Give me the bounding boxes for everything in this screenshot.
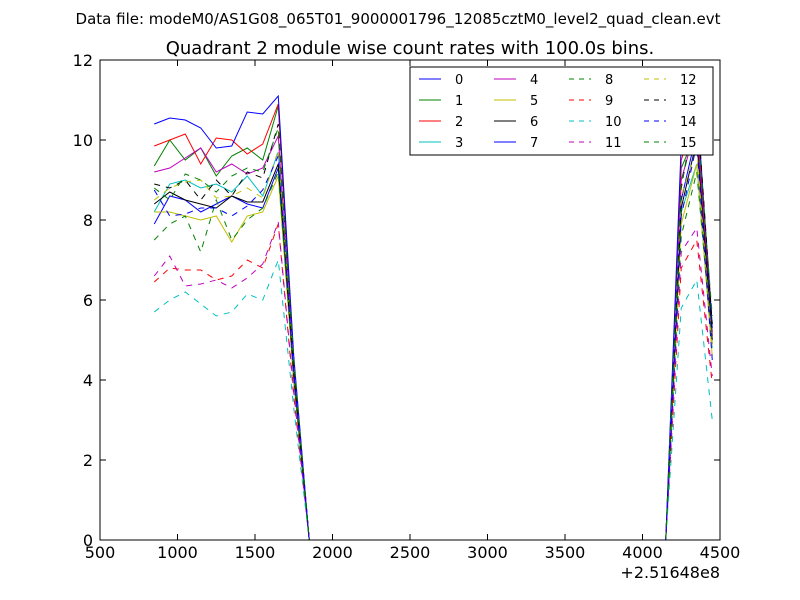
- series-layer: [153, 94, 713, 540]
- legend-label-13: 13: [680, 94, 697, 109]
- plot-area: 500 1000 1500 2000 2500 3000 3500 4000 4500 0 2 4 6 8…: [73, 51, 741, 562]
- series-line-7: [154, 94, 713, 540]
- series-line-10: [153, 259, 713, 540]
- x-tick-label: 1000: [157, 543, 198, 562]
- legend-label-0: 0: [455, 73, 463, 88]
- x-tick-label: 1500: [235, 543, 276, 562]
- series-line-0: [153, 131, 713, 540]
- legend-label-11: 11: [605, 136, 622, 151]
- legend-label-6: 6: [530, 115, 538, 130]
- y-tick-label: 2: [83, 451, 93, 470]
- series-line-9: [153, 223, 713, 540]
- series-line-11: [153, 221, 713, 540]
- legend-label-12: 12: [680, 73, 697, 88]
- legend-label-9: 9: [605, 94, 613, 109]
- y-tick-label: 8: [83, 211, 93, 230]
- x-tick-label: 4000: [622, 543, 663, 562]
- series-line-5: [154, 163, 713, 540]
- x-tick-label: 500: [85, 543, 116, 562]
- y-tick-label: 12: [73, 51, 93, 70]
- series-line-6: [153, 139, 713, 540]
- series-line-15: [153, 115, 713, 540]
- series-line-4: [154, 123, 713, 540]
- tick-layer: 500 1000 1500 2000 2500 3000 3500 4000 4500 0 2 4 6 8…: [73, 51, 741, 562]
- series-line-12: [153, 147, 713, 540]
- legend-frame: [409, 66, 714, 156]
- x-tick-label: 3500: [545, 543, 586, 562]
- figure-suptitle: Data file: modeM0/AS1G08_065T01_90000017…: [76, 10, 721, 29]
- y-tick-label: 6: [83, 291, 93, 310]
- legend-label-8: 8: [605, 73, 613, 88]
- x-tick-label: 2500: [390, 543, 431, 562]
- legend-label-7: 7: [530, 136, 538, 151]
- series-line-1: [153, 105, 713, 540]
- series-line-13: [154, 99, 713, 540]
- x-tick-label: 3000: [467, 543, 508, 562]
- legend-label-5: 5: [530, 94, 538, 109]
- legend-label-3: 3: [455, 136, 463, 151]
- x-offset-label: +2.51648e8: [620, 563, 720, 582]
- chart-title: Quadrant 2 module wise count rates with …: [166, 38, 655, 59]
- y-tick-label: 4: [83, 371, 93, 390]
- y-tick-label: 10: [73, 131, 93, 150]
- x-tick-label: 2000: [312, 543, 353, 562]
- y-tick-label: 0: [83, 531, 93, 550]
- legend-label-2: 2: [455, 115, 463, 130]
- legend-label-10: 10: [605, 115, 622, 130]
- legend-label-14: 14: [680, 115, 697, 130]
- series-line-14: [153, 143, 713, 540]
- legend-label-1: 1: [455, 94, 463, 109]
- legend-label-4: 4: [530, 73, 538, 88]
- series-line-3: [153, 151, 713, 540]
- series-line-2: [154, 103, 713, 540]
- x-tick-label: 4500: [700, 543, 741, 562]
- series-line-8: [153, 171, 713, 540]
- legend-label-15: 15: [680, 136, 697, 151]
